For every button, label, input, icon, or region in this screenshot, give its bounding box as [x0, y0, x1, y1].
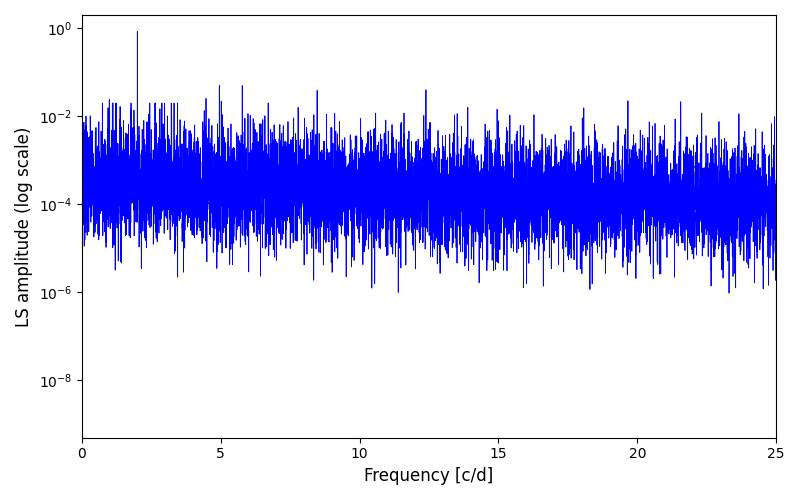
- Y-axis label: LS amplitude (log scale): LS amplitude (log scale): [15, 126, 33, 326]
- X-axis label: Frequency [c/d]: Frequency [c/d]: [364, 467, 494, 485]
